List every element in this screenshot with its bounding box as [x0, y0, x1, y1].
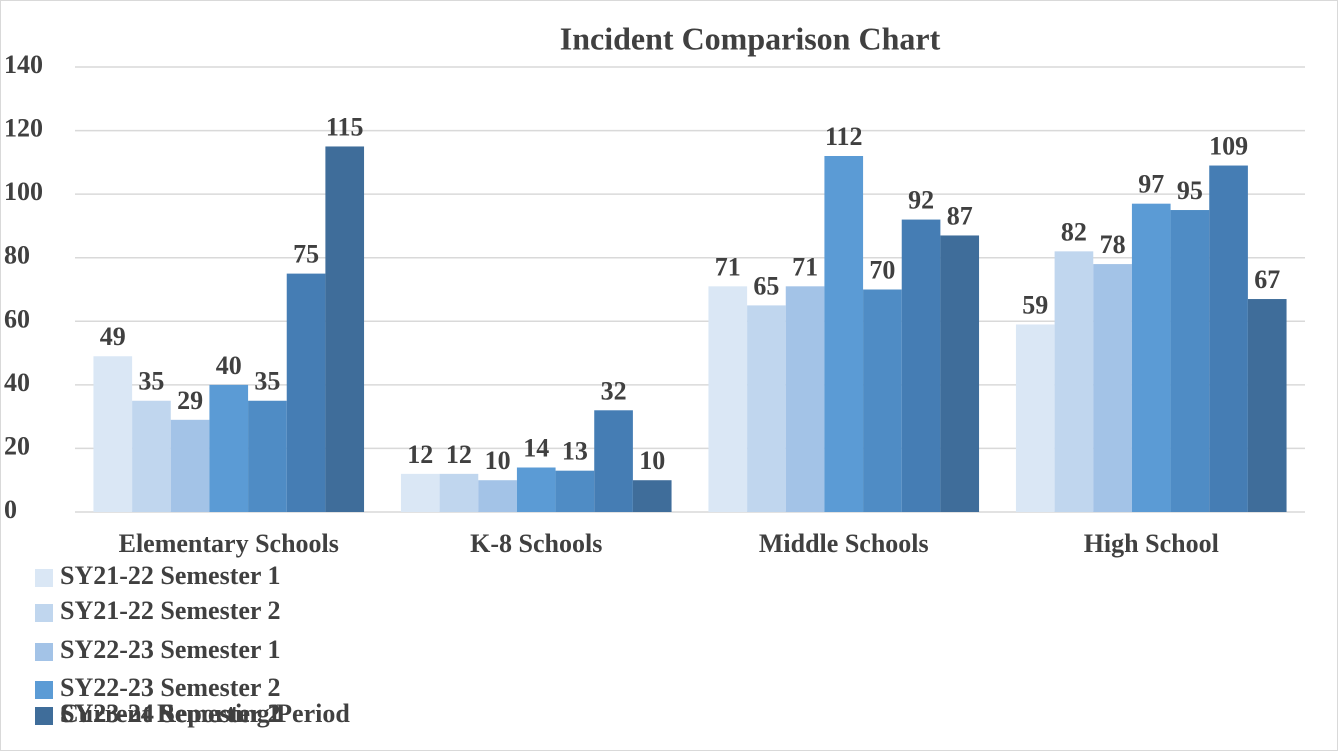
y-tick-label: 80 [4, 241, 30, 270]
data-label: 65 [753, 271, 779, 300]
bar [286, 273, 326, 512]
data-label: 13 [562, 437, 588, 466]
x-tick-label: High School [1084, 529, 1219, 558]
bar [1247, 299, 1287, 512]
bar [132, 400, 171, 512]
y-tick-label: 120 [4, 114, 43, 143]
bar [901, 219, 941, 513]
data-label: 87 [947, 201, 973, 230]
bar [863, 289, 902, 512]
data-label: 75 [293, 240, 319, 269]
data-label: 10 [639, 446, 665, 475]
bar [209, 384, 249, 512]
bar [555, 470, 595, 512]
chart-title: Incident Comparison Chart [560, 20, 941, 56]
bar [439, 473, 479, 512]
y-tick-label: 20 [4, 431, 30, 460]
legend-label: SY21-22 Semester 2 [60, 596, 280, 625]
data-label: 12 [407, 440, 433, 469]
y-tick-label: 0 [4, 495, 17, 524]
bar [747, 305, 786, 512]
data-label: 112 [825, 122, 863, 151]
data-label: 49 [100, 322, 126, 351]
data-label: 109 [1209, 132, 1248, 161]
legend-label: SY21-22 Semester 1 [60, 561, 280, 590]
bar [940, 235, 980, 512]
bar [785, 286, 825, 512]
bar [1170, 210, 1210, 513]
bar [1209, 165, 1248, 513]
bar [1015, 324, 1055, 512]
legend-swatch [35, 707, 53, 725]
x-tick-label: K-8 Schools [470, 529, 602, 558]
legend-label: SY23-24 Semester 2 [60, 699, 280, 728]
bar [824, 156, 864, 512]
data-label: 10 [485, 446, 511, 475]
data-label: 14 [523, 433, 549, 462]
y-tick-label: 100 [4, 177, 43, 206]
data-label: 97 [1138, 170, 1164, 199]
bar [170, 419, 210, 512]
bar [400, 473, 440, 512]
y-tick-label: 60 [4, 304, 30, 333]
bar [478, 480, 517, 512]
bar [93, 356, 133, 512]
legend-label: SY22-23 Semester 1 [60, 635, 280, 664]
data-label: 40 [216, 351, 242, 380]
bar [248, 400, 287, 512]
legend-swatch [35, 643, 53, 661]
bar [632, 480, 672, 512]
bar [1054, 251, 1094, 512]
data-label: 70 [869, 255, 895, 284]
bar [325, 146, 365, 512]
data-label: 71 [792, 252, 818, 281]
data-label: 12 [446, 440, 472, 469]
data-label: 32 [601, 376, 627, 405]
data-label: 35 [254, 367, 280, 396]
x-tick-label: Elementary Schools [119, 529, 339, 558]
y-tick-label: 40 [4, 368, 30, 397]
data-label: 82 [1061, 217, 1087, 246]
data-label: 71 [715, 252, 741, 281]
legend-label: Current Reporting Period [60, 699, 350, 728]
x-tick-label: Middle Schools [759, 529, 929, 558]
bar [1131, 203, 1171, 512]
legend-label: SY22-23 Semester 2 [60, 673, 280, 702]
data-label: 92 [908, 186, 934, 215]
bar [594, 410, 633, 512]
data-label: 67 [1254, 265, 1280, 294]
data-label: 95 [1177, 176, 1203, 205]
data-label: 59 [1022, 290, 1048, 319]
bar [708, 286, 748, 512]
bar [1093, 264, 1132, 512]
data-label: 115 [326, 112, 364, 141]
legend-swatch [35, 569, 53, 587]
bar [516, 467, 556, 512]
data-label: 78 [1100, 230, 1126, 259]
legend-swatch [35, 681, 53, 699]
legend-label: SY23-24 Semester 1 [60, 699, 280, 728]
data-label: 35 [138, 367, 164, 396]
legend-swatch [35, 604, 53, 622]
data-label: 29 [177, 386, 203, 415]
y-tick-label: 140 [4, 50, 43, 79]
